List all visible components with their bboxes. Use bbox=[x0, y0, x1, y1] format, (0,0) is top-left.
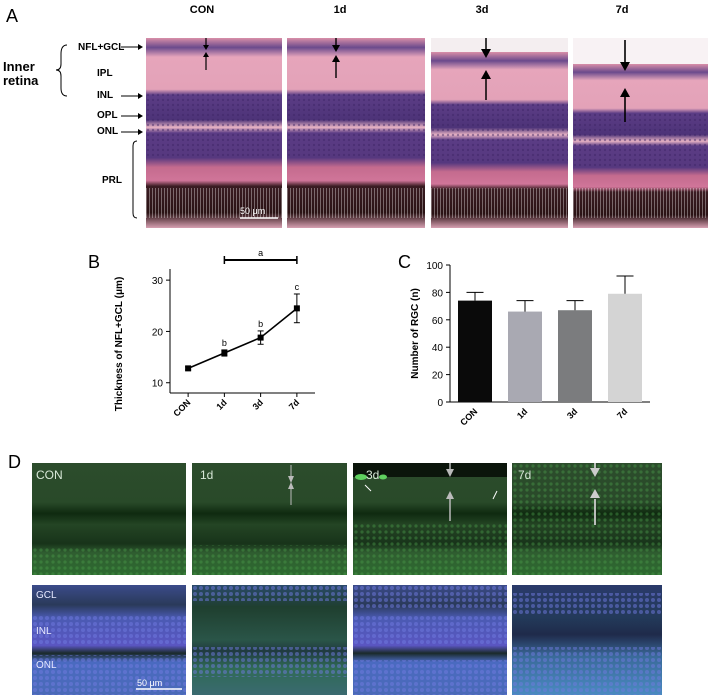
fl-top-7d bbox=[512, 463, 662, 575]
col-label-7d: 7d bbox=[615, 4, 629, 16]
fl-layer-inl: INL bbox=[36, 626, 52, 637]
fl-label-con: CON bbox=[36, 468, 63, 482]
col-label-1d: 1d bbox=[333, 4, 347, 16]
fl-layer-gcl: GCL bbox=[36, 590, 57, 601]
chart-b-xtick-label-2: 3d bbox=[251, 397, 266, 412]
layer-label-onl: ONL bbox=[97, 126, 119, 137]
chart-b-point-label-1: b bbox=[222, 338, 227, 348]
he-image-1d bbox=[287, 38, 425, 228]
chart-b-ytick-label-1: 20 bbox=[152, 327, 164, 338]
fl-layer-onl: ONL bbox=[36, 660, 57, 671]
chart-b-xtick-label-0: CON bbox=[171, 397, 192, 418]
layer-label-prl: PRL bbox=[102, 175, 122, 186]
chart-b-point-2 bbox=[257, 334, 264, 341]
chart-c: 0 20 40 60 80 100 CON 1d 3d 7d Number of RGC (n) bbox=[410, 261, 650, 428]
panel-b-letter: B bbox=[88, 252, 101, 272]
chart-b-ylabel: Thickness of NFL+GCL (μm) bbox=[114, 277, 125, 412]
chart-c-xtick-label-1: 1d bbox=[515, 406, 530, 421]
he-scale-label: 50 μm bbox=[240, 206, 266, 216]
panel-a-letter: A bbox=[6, 6, 19, 26]
fl-top-1d bbox=[192, 463, 347, 575]
chart-c-ylabel: Number of RGC (n) bbox=[410, 288, 421, 379]
chart-b-point-label-3: c bbox=[295, 282, 300, 292]
layer-label-inl: INL bbox=[97, 90, 114, 101]
chart-c-ytick-label-4: 80 bbox=[432, 288, 444, 299]
chart-b-ytick-label-0: 10 bbox=[152, 379, 164, 390]
chart-c-ytick-label-0: 0 bbox=[437, 398, 443, 409]
fl-label-1d: 1d bbox=[200, 468, 214, 482]
he-image-3d bbox=[431, 38, 568, 228]
layer-label-pointers bbox=[55, 44, 143, 219]
chart-c-xtick-label-2: 3d bbox=[565, 406, 580, 421]
chart-c-bar-1 bbox=[508, 311, 542, 402]
col-label-con: CON bbox=[189, 4, 215, 16]
fl-bottom-3d bbox=[353, 585, 507, 695]
inner-retina-label: Inner retina bbox=[3, 60, 38, 88]
chart-b-point-0 bbox=[185, 365, 192, 372]
fl-top-3d bbox=[353, 463, 507, 575]
he-image-7d bbox=[573, 38, 708, 228]
chart-b-point-label-2: b bbox=[258, 319, 263, 329]
chart-c-bar-0 bbox=[458, 300, 492, 402]
panel-c-letter: C bbox=[398, 252, 411, 272]
fl-label-7d: 7d bbox=[518, 468, 532, 482]
chart-b-point-3 bbox=[293, 305, 300, 312]
fl-top-con bbox=[32, 463, 186, 575]
fl-bottom-1d bbox=[192, 585, 347, 695]
panel-d-letter: D bbox=[8, 452, 21, 472]
chart-c-xtick-label-0: CON bbox=[458, 406, 479, 427]
inner-retina-label-line2: retina bbox=[3, 73, 39, 88]
he-image-con bbox=[146, 38, 282, 228]
fl-bottom-con bbox=[32, 585, 186, 695]
chart-c-ytick-label-3: 60 bbox=[432, 316, 444, 327]
chart-b-ytick-label-2: 30 bbox=[152, 276, 164, 287]
chart-c-xtick-label-3: 7d bbox=[615, 406, 630, 421]
chart-b-bracket-label: a bbox=[258, 248, 263, 258]
col-label-3d: 3d bbox=[475, 4, 489, 16]
layer-label-nflgcl: NFL+GCL bbox=[78, 42, 125, 53]
chart-b-xtick-label-1: 1d bbox=[214, 397, 229, 412]
chart-b-point-1 bbox=[221, 349, 228, 356]
chart-c-bar-2 bbox=[558, 310, 592, 402]
inner-retina-label-line1: Inner bbox=[3, 59, 35, 74]
layer-label-opl: OPL bbox=[97, 110, 118, 121]
chart-c-ytick-label-2: 40 bbox=[432, 343, 444, 354]
chart-c-ytick-label-5: 100 bbox=[426, 261, 443, 272]
chart-c-bar-3 bbox=[608, 293, 642, 402]
prl-brace bbox=[132, 140, 138, 219]
chart-c-ytick-label-1: 20 bbox=[432, 371, 444, 382]
fl-label-3d: 3d bbox=[366, 468, 380, 482]
fl-bottom-7d bbox=[512, 585, 662, 695]
fl-scale-label: 50 μm bbox=[137, 678, 163, 688]
chart-b-series-line bbox=[187, 307, 298, 370]
chart-b-xtick-label-3: 7d bbox=[287, 397, 302, 412]
chart-b: 10 20 30 CON 1d 3d 7d Thickness of NFL+GCL (μm)… bbox=[114, 248, 315, 419]
layer-label-ipl: IPL bbox=[97, 68, 113, 79]
